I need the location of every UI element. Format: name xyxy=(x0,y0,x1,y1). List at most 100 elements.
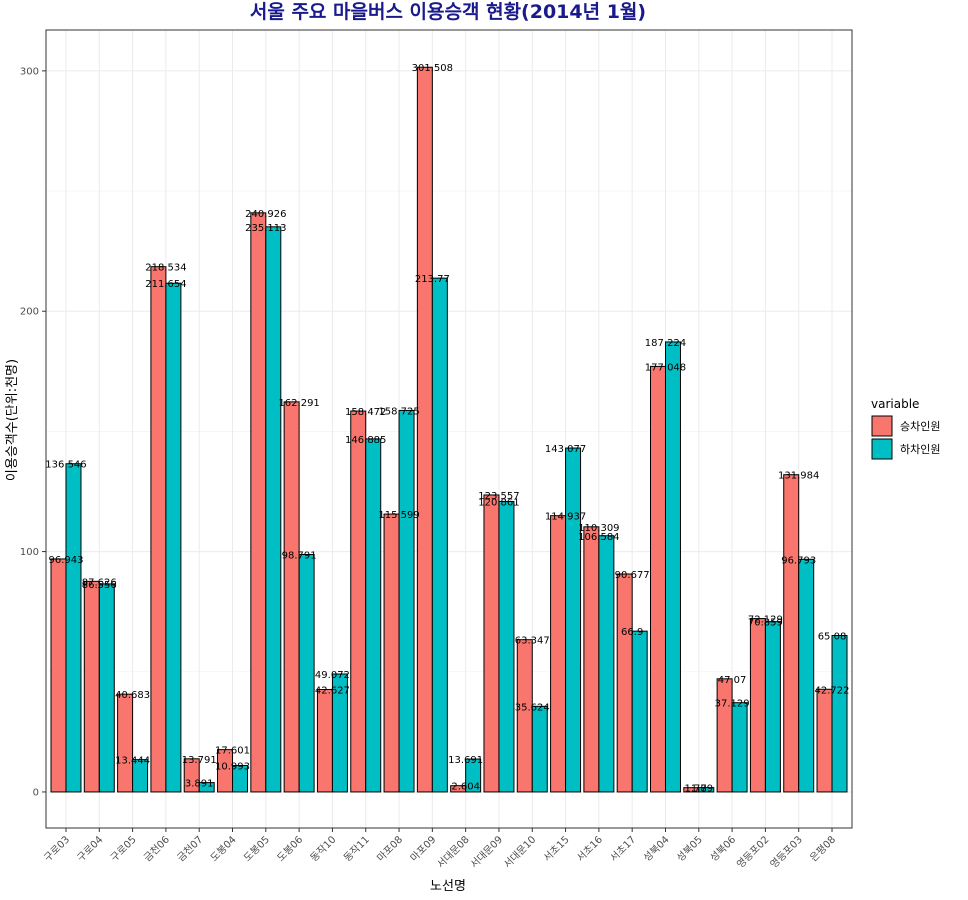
y-axis-title: 이용승객수(단위:천명) xyxy=(5,359,20,481)
y-tick-label: 300 xyxy=(20,66,39,77)
x-tick-label: 성북05 xyxy=(674,834,704,864)
bar-alighting xyxy=(98,583,115,793)
data-label: 1.8 xyxy=(691,784,707,795)
data-label: 131.984 xyxy=(778,471,819,482)
data-label: 37.129 xyxy=(715,699,750,710)
x-tick-label: 도봉04 xyxy=(208,834,238,864)
bar-alighting xyxy=(465,758,482,793)
data-label: 40.683 xyxy=(115,690,150,701)
bar-alighting xyxy=(565,447,582,793)
bars xyxy=(50,66,848,793)
x-tick-label: 동작10 xyxy=(308,834,338,864)
data-label: 123.557 xyxy=(478,491,519,502)
x-tick-label: 금천06 xyxy=(142,834,172,864)
data-label: 35.624 xyxy=(515,702,550,713)
x-tick-label: 금천07 xyxy=(175,834,205,864)
bar-boarding xyxy=(716,678,733,793)
x-tick-label: 은평08 xyxy=(808,834,838,864)
legend-label: 승차인원 xyxy=(900,420,940,433)
bar-alighting xyxy=(198,782,215,793)
x-tick-label: 서대문08 xyxy=(435,834,472,871)
x-tick-label: 동작11 xyxy=(341,834,371,864)
data-label: 65.08 xyxy=(818,632,847,643)
data-label: 115.599 xyxy=(378,510,419,521)
bar-boarding xyxy=(516,639,533,793)
x-tick-label: 구로03 xyxy=(42,834,72,864)
x-tick-label: 도봉05 xyxy=(241,834,271,864)
bar-boarding xyxy=(117,693,134,793)
legend-label: 하차인원 xyxy=(900,442,940,456)
bar-boarding xyxy=(783,474,800,793)
data-label: 187.224 xyxy=(645,338,686,349)
x-tick-label: 마포09 xyxy=(408,834,438,864)
bar-alighting xyxy=(165,282,182,793)
bar-boarding xyxy=(483,494,500,793)
bar-alighting xyxy=(831,635,848,793)
data-label: 86.556 xyxy=(82,580,117,591)
data-label: 98.791 xyxy=(282,550,317,561)
data-label: 13.444 xyxy=(115,756,150,767)
bar-alighting xyxy=(764,621,781,793)
data-label: 106.584 xyxy=(578,532,619,543)
data-label: 218.534 xyxy=(145,263,186,274)
bar-alighting xyxy=(298,553,315,793)
x-tick-label: 구로05 xyxy=(109,834,139,864)
bar-alighting xyxy=(132,759,149,793)
data-label: 70.859 xyxy=(748,618,783,629)
bar-boarding xyxy=(749,618,766,793)
data-label: 162.291 xyxy=(278,398,319,409)
x-tick-label: 성북06 xyxy=(708,834,738,864)
bar-alighting xyxy=(531,705,548,793)
bar-alighting xyxy=(232,765,248,793)
bar-boarding xyxy=(283,401,300,793)
bar-alighting xyxy=(498,500,515,793)
data-label: 114.937 xyxy=(545,512,586,523)
bar-alighting xyxy=(698,787,715,793)
bar-alighting xyxy=(731,702,748,793)
data-label: 2.604 xyxy=(451,782,480,793)
legend-title: variable xyxy=(871,397,919,411)
data-label: 146.885 xyxy=(345,435,386,446)
data-label: 10.993 xyxy=(215,762,250,773)
bar-alighting xyxy=(265,226,282,793)
chart-title: 서울 주요 마을버스 이용승객 현황(2014년 1월) xyxy=(250,0,646,23)
x-tick-label: 서초16 xyxy=(575,834,605,864)
bar-boarding xyxy=(50,558,67,793)
x-axis-title: 노선명 xyxy=(430,879,466,894)
data-label: 143.077 xyxy=(545,444,586,455)
bar-boarding xyxy=(416,66,433,793)
data-label: 87.626 xyxy=(82,577,117,588)
legend-key xyxy=(871,415,893,437)
data-label: 63.347 xyxy=(515,636,550,647)
x-tick-label: 서초15 xyxy=(541,834,571,864)
bar-boarding xyxy=(583,526,600,793)
data-label: 136.546 xyxy=(45,460,86,471)
bar-boarding xyxy=(350,410,367,793)
bar-alighting xyxy=(398,409,415,793)
bar-alighting xyxy=(798,558,815,793)
x-axis: 구로03 구로04 구로05 금천06 금천07 도봉04 도봉05 도봉06 동작10 동작11… xyxy=(42,828,838,871)
data-label: 158.725 xyxy=(378,406,419,417)
x-tick-label: 성북04 xyxy=(641,834,671,864)
data-label: 158.472 xyxy=(345,407,386,418)
data-label: 49.072 xyxy=(315,670,350,681)
y-tick-label: 100 xyxy=(20,547,39,558)
x-tick-label: 서초17 xyxy=(608,834,638,864)
data-label: 1.779 xyxy=(684,784,713,795)
data-label: 96.943 xyxy=(48,555,83,566)
data-label: 177.048 xyxy=(645,362,686,373)
bar-boarding xyxy=(316,688,333,793)
data-label: 301.508 xyxy=(412,63,453,74)
data-label: 42.627 xyxy=(315,685,350,696)
bar-alighting xyxy=(664,341,681,793)
x-tick-label: 서대문10 xyxy=(501,834,538,871)
bar-alighting xyxy=(431,277,448,793)
bar-boarding xyxy=(650,365,666,793)
bar-alighting xyxy=(631,630,648,793)
y-tick-label: 0 xyxy=(33,787,39,798)
bar-boarding xyxy=(816,688,833,793)
data-label: 90.677 xyxy=(615,570,650,581)
bar-boarding xyxy=(250,212,267,793)
